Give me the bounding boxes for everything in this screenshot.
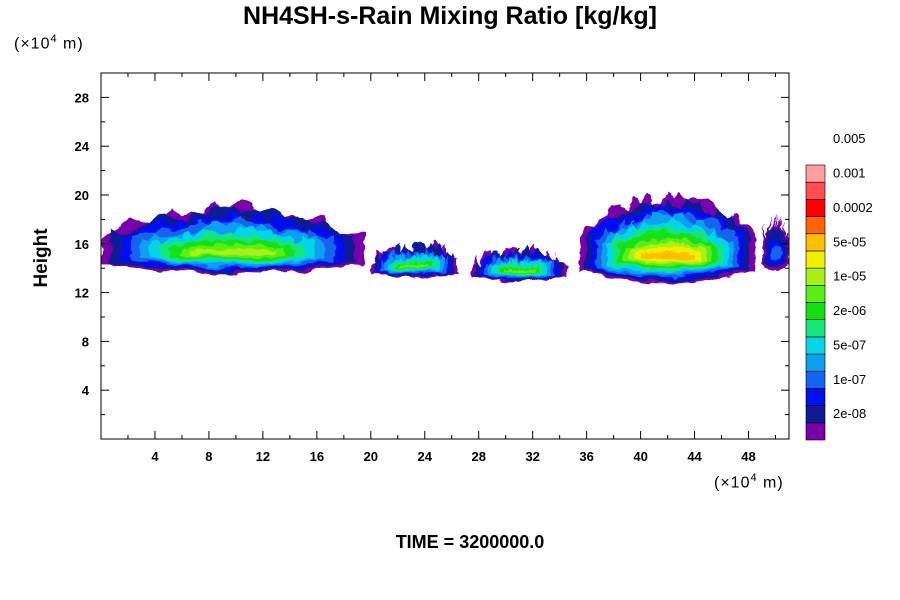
x-tick-label: 44: [687, 449, 702, 464]
colorbar-swatch: [805, 422, 826, 441]
x-axis-unit: (×104 m): [714, 472, 784, 492]
contour-field: [101, 193, 789, 284]
colorbar-label: 0.001: [833, 166, 866, 181]
colorbar-swatch: [805, 267, 826, 286]
contour-band: [189, 248, 276, 256]
colorbar-label: 5e-07: [833, 337, 866, 352]
chart-title: NH4SH-s-Rain Mixing Ratio [kg/kg]: [243, 2, 657, 30]
time-label: TIME = 3200000.0: [395, 532, 545, 552]
colorbar-swatch: [805, 181, 826, 200]
y-tick-label: 28: [75, 90, 89, 105]
plot-frame: [100, 72, 790, 440]
colorbar-swatch: [805, 353, 826, 372]
colorbar-swatch: [805, 336, 826, 355]
contour-band: [400, 263, 430, 269]
x-tick-label: 16: [310, 449, 324, 464]
y-tick-label: 24: [75, 139, 90, 154]
colorbar-swatch: [805, 199, 826, 217]
colorbar-swatch: [805, 370, 826, 389]
x-tick-label: 36: [579, 449, 593, 464]
colorbar-label: 1e-07: [833, 372, 866, 387]
colorbar-swatch: [805, 302, 826, 320]
colorbar-label: 2e-08: [833, 406, 866, 421]
contour-band: [769, 244, 782, 260]
x-tick-label: 28: [471, 449, 485, 464]
x-tick-label: 4: [151, 449, 159, 464]
colorbar-swatch: [805, 216, 826, 235]
colorbar-swatch: [805, 285, 826, 303]
y-axis-unit: (×104 m): [14, 33, 84, 53]
colorbar-label: 0.0002: [833, 200, 873, 215]
colorbar-label: 0.005: [833, 131, 866, 146]
y-tick-label: 12: [75, 286, 89, 301]
y-tick-label: 20: [75, 188, 89, 203]
x-tick-label: 12: [256, 449, 270, 464]
colorbar-swatch: [805, 405, 826, 424]
y-tick-label: 16: [75, 237, 89, 252]
contour-band: [640, 251, 695, 260]
colorbar-label: 2e-06: [833, 303, 866, 318]
colorbar-swatch: [805, 164, 826, 183]
colorbar: 2e-08 1e-07 5e-07 2e-06 1e-05 5e-05 0.0002 0.00…: [805, 131, 873, 441]
colorbar-label: 5e-05: [833, 234, 866, 249]
colorbar-swatch: [805, 250, 826, 269]
x-tick-label: 8: [205, 449, 212, 464]
x-tick-label: 20: [364, 449, 378, 464]
x-tick-label: 24: [418, 449, 433, 464]
x-tick-label: 48: [741, 449, 755, 464]
colorbar-swatch: [805, 388, 826, 406]
y-tick-label: 4: [82, 383, 90, 398]
x-tick-label: 40: [633, 449, 647, 464]
x-tick-label: 32: [525, 449, 539, 464]
colorbar-label: 1e-05: [833, 269, 866, 284]
colorbar-swatch: [805, 233, 826, 252]
y-tick-label: 8: [82, 334, 89, 349]
contour-band: [503, 268, 535, 273]
colorbar-swatch: [805, 319, 826, 338]
